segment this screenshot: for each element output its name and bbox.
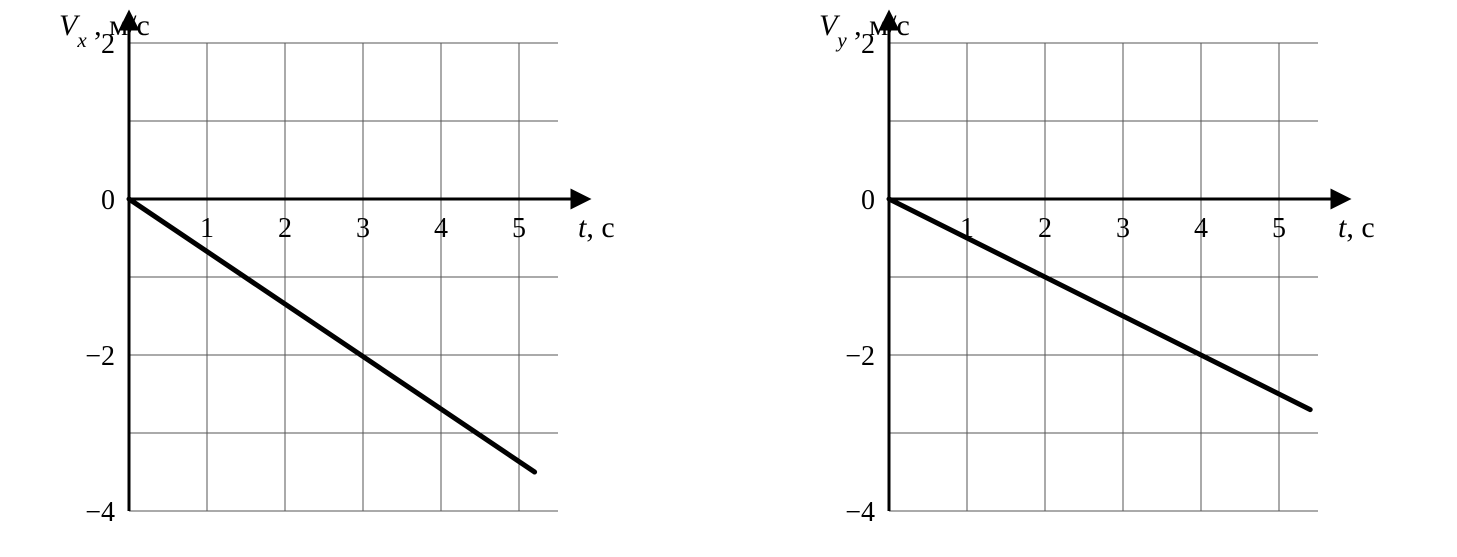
x-tick-label: 4 [1194, 213, 1208, 244]
y-tick-labels: −4−202 [85, 28, 115, 527]
x-tick-labels: 12345 [960, 213, 1286, 244]
vx-chart-container: 12345−4−202Vx , м/сt, с [49, 9, 649, 549]
y-tick-label: 0 [861, 184, 875, 215]
x-tick-label: 5 [1272, 213, 1286, 244]
x-axis-label: t, с [1338, 211, 1375, 244]
grid [129, 43, 558, 511]
x-tick-label: 2 [278, 213, 292, 244]
y-tick-label: −2 [85, 340, 115, 371]
vy-chart: 12345−4−202Vy , м/сt, с [809, 9, 1409, 549]
x-tick-label: 3 [1116, 213, 1130, 244]
x-tick-labels: 1 2 3 4 5 [200, 213, 526, 244]
y-tick-label: −4 [845, 496, 875, 527]
y-tick-label: −2 [845, 340, 875, 371]
y-tick-labels: −4−202 [845, 28, 875, 527]
x-tick-label: 5 [512, 213, 526, 244]
y-tick-label: 0 [101, 184, 115, 215]
x-tick-label: 3 [356, 213, 370, 244]
data-line [129, 199, 535, 472]
x-axis-label: t, с [578, 211, 615, 244]
data-line [889, 199, 1310, 410]
x-tick-label: 1 [200, 213, 214, 244]
x-tick-label: 4 [434, 213, 448, 244]
vx-chart: 12345−4−202Vx , м/сt, с [49, 9, 649, 549]
vy-chart-container: 12345−4−202Vy , м/сt, с [809, 9, 1409, 549]
x-tick-label: 2 [1038, 213, 1052, 244]
y-tick-label: −4 [85, 496, 115, 527]
grid [889, 43, 1318, 511]
